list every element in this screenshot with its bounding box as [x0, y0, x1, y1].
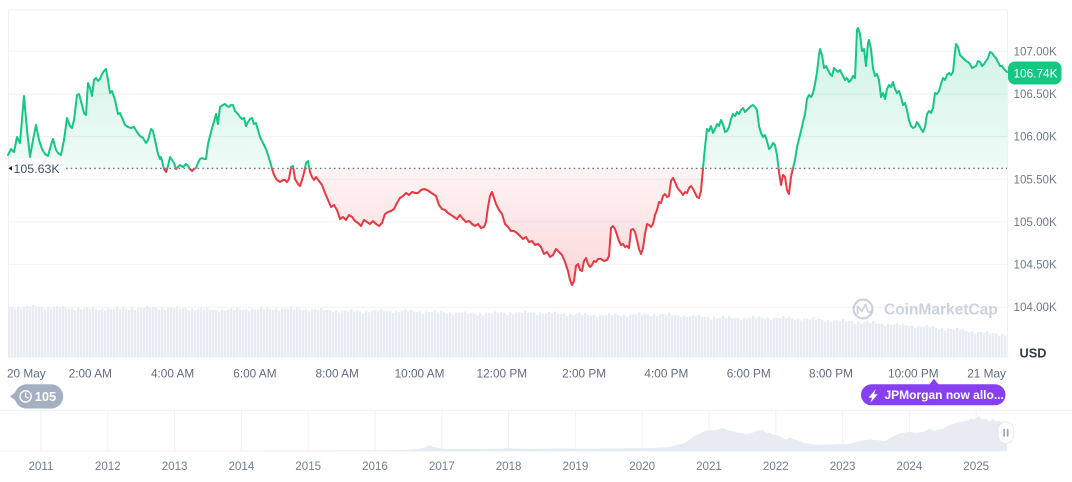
- svg-text:2015: 2015: [295, 460, 321, 473]
- svg-text:105.50K: 105.50K: [1014, 173, 1057, 186]
- svg-text:6:00 PM: 6:00 PM: [727, 367, 771, 381]
- svg-text:2014: 2014: [229, 460, 255, 473]
- svg-text:4:00 AM: 4:00 AM: [151, 367, 194, 381]
- svg-text:107.00K: 107.00K: [1014, 45, 1057, 58]
- svg-text:106.50K: 106.50K: [1014, 88, 1057, 101]
- svg-text:8:00 AM: 8:00 AM: [316, 367, 359, 381]
- svg-text:105.00K: 105.00K: [1014, 216, 1057, 229]
- svg-text:104.00K: 104.00K: [1014, 301, 1057, 314]
- svg-text:105: 105: [35, 389, 56, 404]
- svg-text:JPMorgan now allo...: JPMorgan now allo...: [885, 388, 1004, 402]
- svg-text:21 May: 21 May: [967, 367, 1006, 381]
- svg-text:2024: 2024: [897, 460, 923, 473]
- svg-text:8:00 PM: 8:00 PM: [809, 367, 853, 381]
- svg-text:10:00 PM: 10:00 PM: [888, 367, 939, 381]
- svg-text:106.00K: 106.00K: [1014, 131, 1057, 144]
- svg-text:20 May: 20 May: [7, 367, 46, 381]
- svg-text:2012: 2012: [95, 460, 121, 473]
- svg-text:106.74K: 106.74K: [1014, 66, 1058, 80]
- svg-text:2025: 2025: [963, 460, 989, 473]
- svg-text:2017: 2017: [429, 460, 455, 473]
- svg-text:10:00 AM: 10:00 AM: [395, 367, 445, 381]
- svg-text:2019: 2019: [563, 460, 589, 473]
- svg-text:CoinMarketCap: CoinMarketCap: [884, 302, 998, 319]
- svg-text:2022: 2022: [763, 460, 789, 473]
- svg-text:105.63K: 105.63K: [14, 162, 61, 176]
- svg-text:104.50K: 104.50K: [1014, 259, 1057, 272]
- svg-text:2016: 2016: [362, 460, 388, 473]
- svg-text:2:00 PM: 2:00 PM: [562, 367, 606, 381]
- svg-text:2:00 AM: 2:00 AM: [69, 367, 112, 381]
- svg-text:2020: 2020: [629, 460, 655, 473]
- svg-text:12:00 PM: 12:00 PM: [477, 367, 528, 381]
- svg-text:USD: USD: [1020, 346, 1047, 361]
- svg-text:4:00 PM: 4:00 PM: [644, 367, 688, 381]
- svg-text:2021: 2021: [696, 460, 722, 473]
- svg-text:2013: 2013: [162, 460, 188, 473]
- svg-text:2018: 2018: [496, 460, 522, 473]
- svg-text:2023: 2023: [830, 460, 856, 473]
- svg-text:6:00 AM: 6:00 AM: [233, 367, 276, 381]
- svg-text:2011: 2011: [29, 460, 54, 473]
